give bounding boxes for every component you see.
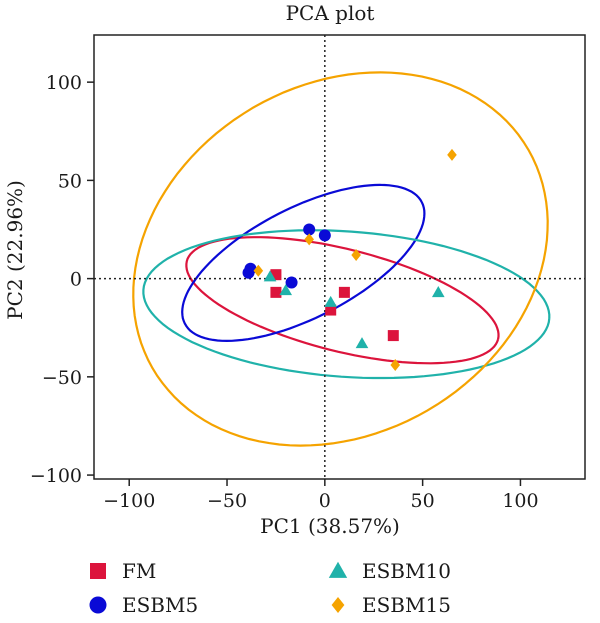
point-esbm5 <box>303 223 316 236</box>
point-esbm10 <box>355 337 369 349</box>
y-axis-title: PC2 (22.96%) <box>3 180 27 320</box>
plot-frame <box>93 34 586 480</box>
point-esbm15 <box>447 148 457 161</box>
legend-marker-fm <box>90 563 106 579</box>
y-tick-label: 0 <box>70 269 82 291</box>
point-esbm5 <box>285 276 298 289</box>
point-esbm15 <box>253 264 264 277</box>
x-axis-title: PC1 (38.57%) <box>260 514 400 538</box>
point-esbm5 <box>244 262 257 275</box>
legend-label-fm: FM <box>122 559 156 583</box>
legend-marker-esbm10 <box>328 561 348 578</box>
point-esbm15 <box>390 359 401 372</box>
x-tick-label: 0 <box>319 490 331 512</box>
point-fm <box>325 304 337 316</box>
confidence-ellipse-esbm15 <box>132 71 549 447</box>
legend: FM ESBM10 ESBM5 ESBM15 <box>89 559 451 617</box>
confidence-ellipse-fm <box>185 236 500 365</box>
legend-marker-esbm5 <box>89 596 107 614</box>
plot-area: −100 −50 0 50 100 −100 −50 0 50 100 <box>30 34 586 512</box>
point-esbm10 <box>263 270 277 282</box>
legend-label-esbm5: ESBM5 <box>122 593 198 617</box>
point-esbm15 <box>351 249 361 262</box>
point-esbm10 <box>324 295 338 307</box>
y-tick-label: −100 <box>30 465 82 487</box>
point-esbm10 <box>279 284 293 296</box>
legend-label-esbm10: ESBM10 <box>362 559 451 583</box>
confidence-ellipse-esbm5 <box>181 183 426 343</box>
point-fm <box>270 286 282 298</box>
x-tick-label: −50 <box>207 490 247 512</box>
point-esbm5 <box>318 229 331 242</box>
y-tick-label: 100 <box>46 72 82 94</box>
x-tick-label: −100 <box>103 490 155 512</box>
x-tick-label: 100 <box>502 490 538 512</box>
point-fm <box>338 286 350 298</box>
y-tick-label: 50 <box>58 170 82 192</box>
legend-label-esbm15: ESBM15 <box>362 593 451 617</box>
x-tick-label: 50 <box>411 490 435 512</box>
point-esbm15 <box>304 233 314 246</box>
confidence-ellipse-esbm10 <box>142 229 551 380</box>
legend-marker-esbm15 <box>331 597 345 613</box>
y-tick-label: −50 <box>42 367 82 389</box>
point-fm <box>387 330 399 342</box>
chart-title: PCA plot <box>286 1 375 25</box>
point-esbm10 <box>431 286 445 298</box>
point-fm <box>270 269 282 281</box>
